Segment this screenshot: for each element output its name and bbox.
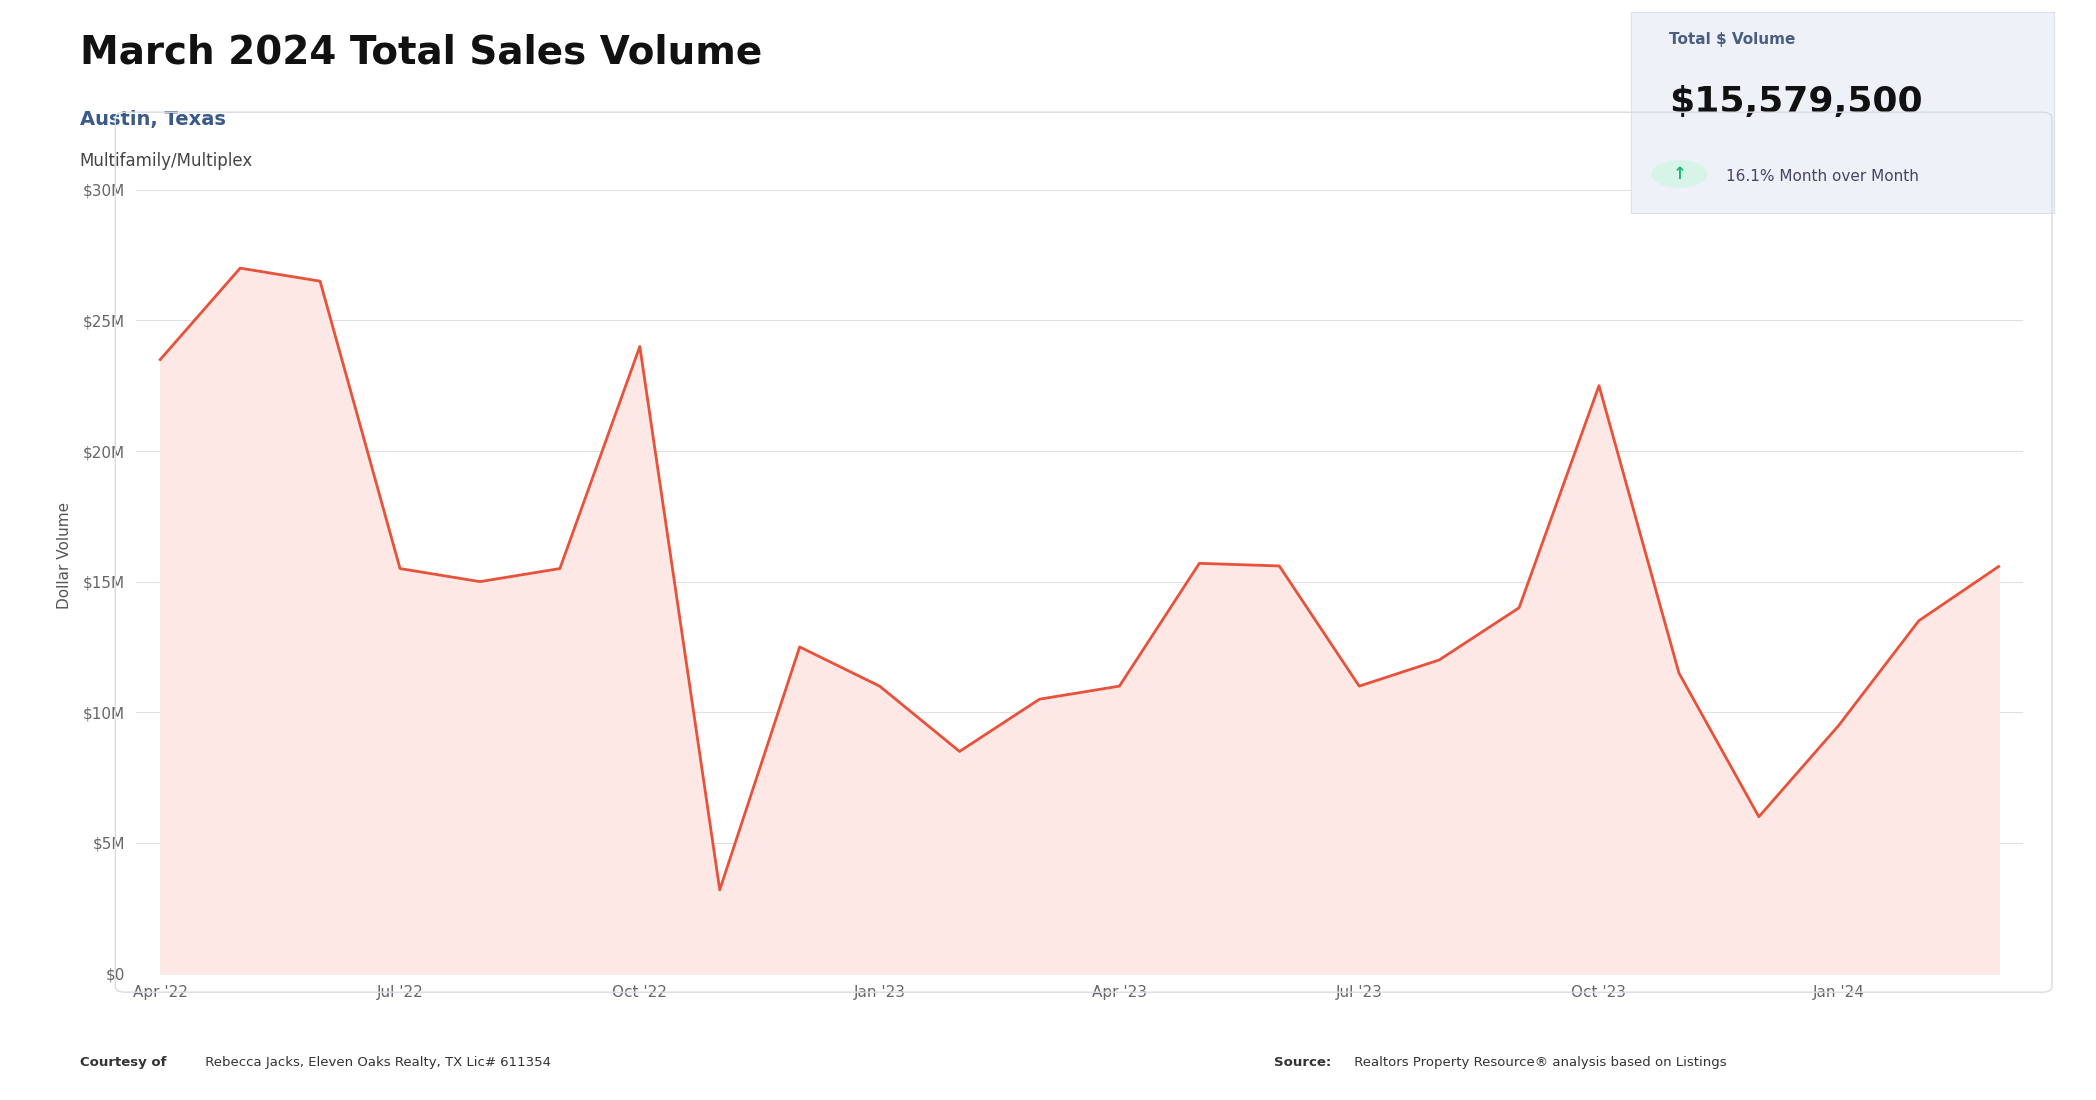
Text: Courtesy of: Courtesy of <box>80 1056 166 1069</box>
Text: Austin, Texas: Austin, Texas <box>80 110 226 129</box>
Y-axis label: Dollar Volume: Dollar Volume <box>57 502 71 609</box>
Text: March 2024 Total Sales Volume: March 2024 Total Sales Volume <box>80 33 763 72</box>
Text: Rebecca Jacks, Eleven Oaks Realty, TX Lic# 611354: Rebecca Jacks, Eleven Oaks Realty, TX Li… <box>201 1056 551 1069</box>
Text: Total $ Volume: Total $ Volume <box>1668 32 1794 47</box>
Text: $15,579,500: $15,579,500 <box>1668 85 1922 119</box>
Text: 16.1% Month over Month: 16.1% Month over Month <box>1725 169 1918 184</box>
Text: Source:: Source: <box>1274 1056 1331 1069</box>
Text: ↑: ↑ <box>1673 165 1687 183</box>
Circle shape <box>1652 161 1706 187</box>
Text: Multifamily/Multiplex: Multifamily/Multiplex <box>80 152 254 169</box>
Text: Realtors Property Resource® analysis based on Listings: Realtors Property Resource® analysis bas… <box>1350 1056 1727 1069</box>
